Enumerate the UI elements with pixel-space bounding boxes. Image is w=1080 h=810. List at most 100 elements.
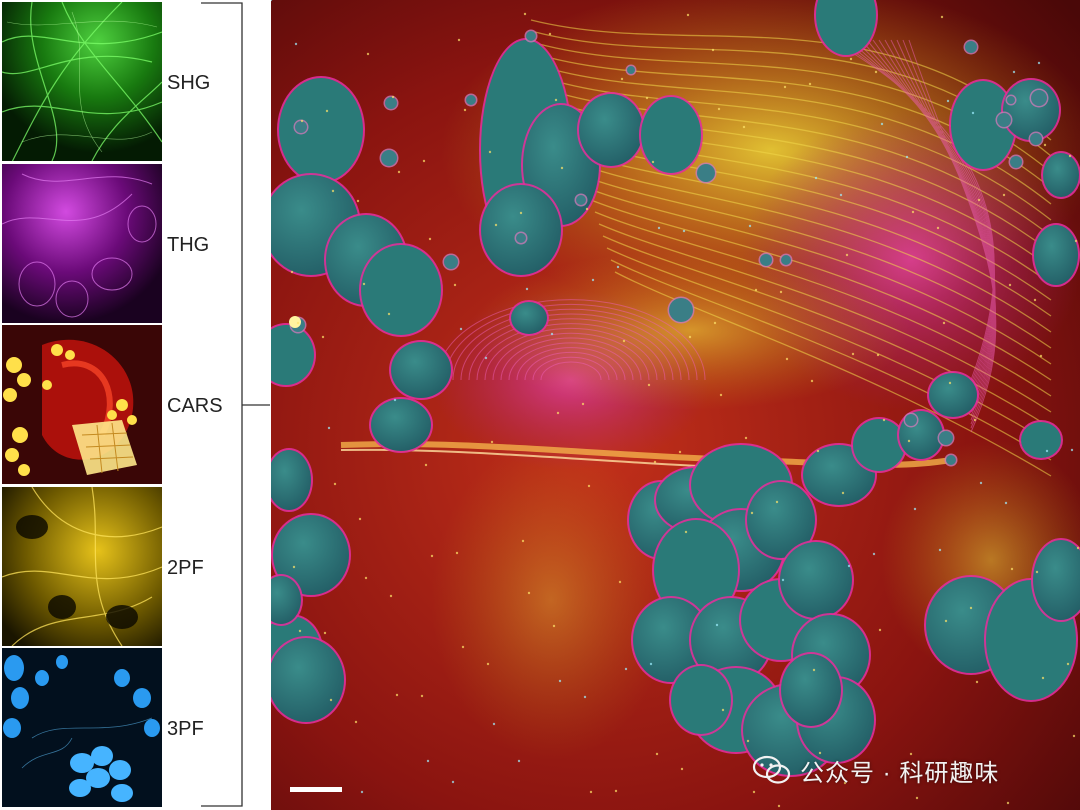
muscle-fibre-cell (853, 419, 905, 471)
speckle (323, 631, 327, 635)
speckle (651, 160, 655, 164)
cars-image-tile (2, 325, 162, 484)
lipid-droplet (627, 66, 635, 74)
speckle (913, 507, 917, 511)
speckle (1004, 501, 1008, 505)
muscle-fibre-cell (951, 81, 1015, 169)
speckle (657, 226, 661, 230)
cars-label: CARS (167, 395, 223, 417)
speckle (271, 0, 273, 2)
speckle (682, 229, 686, 233)
speckle (645, 96, 649, 100)
speckle (614, 789, 618, 793)
speckle (459, 327, 463, 331)
speckle (490, 440, 494, 444)
speckle (843, 781, 847, 785)
speckle (936, 226, 940, 230)
speckle (424, 463, 428, 467)
speckle (874, 70, 878, 74)
lipid-droplet (939, 431, 953, 445)
speckle (1043, 143, 1047, 147)
speckle (942, 321, 946, 325)
speckle (366, 52, 370, 56)
speckle (746, 739, 750, 743)
speckle (428, 237, 432, 241)
speckle (781, 578, 785, 582)
speckle (451, 780, 455, 784)
speckle (678, 450, 682, 454)
speckle (814, 176, 818, 180)
muscle-fibre-cell (271, 576, 301, 624)
speckle (360, 790, 364, 794)
speckle (719, 393, 723, 397)
cars-image (2, 325, 162, 484)
speckle (426, 759, 430, 763)
speckle (331, 189, 335, 193)
speckle (1010, 567, 1014, 571)
speckle (808, 82, 812, 86)
lipid-droplet (576, 195, 586, 205)
lipid-droplet (516, 233, 526, 243)
speckle (1008, 283, 1012, 287)
lipid-droplet (760, 254, 772, 266)
thg-label: THG (167, 234, 210, 256)
speckle (387, 312, 391, 316)
speckle (876, 353, 880, 357)
muscle-fibre-cell (371, 399, 431, 451)
speckle (422, 159, 426, 163)
speckle (715, 623, 719, 627)
lipid-droplet (1010, 156, 1022, 168)
merged-image (271, 0, 1080, 810)
speckle (750, 511, 754, 515)
speckle (777, 804, 781, 808)
speckle (938, 548, 942, 552)
speckle (486, 662, 490, 666)
3pf-label: 3PF (167, 718, 204, 740)
lipid-droplet (381, 150, 397, 166)
muscle-fibre-cell (1033, 540, 1080, 620)
speckle (552, 624, 556, 628)
speckle (290, 270, 294, 274)
lipid-droplet (697, 164, 715, 182)
speckle (587, 484, 591, 488)
speckle (463, 108, 467, 112)
speckle (680, 767, 684, 771)
speckle (527, 591, 531, 595)
speckle (754, 288, 758, 292)
shg-image-tile (2, 2, 162, 161)
muscle-fibre-cell (1043, 153, 1079, 197)
speckle (816, 449, 820, 453)
speckle (752, 790, 756, 794)
speckle (647, 383, 651, 387)
watermark: 公众号 · 科研趣味 (752, 752, 999, 788)
speckle (946, 99, 950, 103)
speckle (1068, 154, 1072, 158)
lipid-droplet (669, 298, 693, 322)
watermark-text: 公众号 · 科研趣味 (800, 759, 1000, 787)
muscle-fibre-cell (511, 302, 547, 334)
muscle-fibre-cell (481, 185, 561, 275)
speckle (1041, 676, 1045, 680)
speckle (298, 629, 302, 633)
3pf-image (2, 648, 162, 807)
speckle (430, 554, 434, 558)
speckle (847, 564, 851, 568)
lipid-droplet (526, 31, 536, 41)
speckle (420, 694, 424, 698)
2pf-image-tile (2, 487, 162, 646)
speckle (583, 695, 587, 699)
speckle (841, 491, 845, 495)
speckle (686, 13, 690, 17)
speckle (1037, 61, 1041, 65)
speckle (356, 199, 360, 203)
speckle (1072, 734, 1076, 738)
speckle (358, 517, 362, 521)
lipid-droplet (295, 121, 307, 133)
speckle (455, 551, 459, 555)
muscle-fibre-cell (654, 520, 738, 620)
speckle (742, 125, 746, 129)
speckle (558, 679, 562, 683)
bright-droplet (289, 316, 301, 328)
speckle (589, 790, 593, 794)
muscle-fibre-cell (279, 78, 363, 182)
